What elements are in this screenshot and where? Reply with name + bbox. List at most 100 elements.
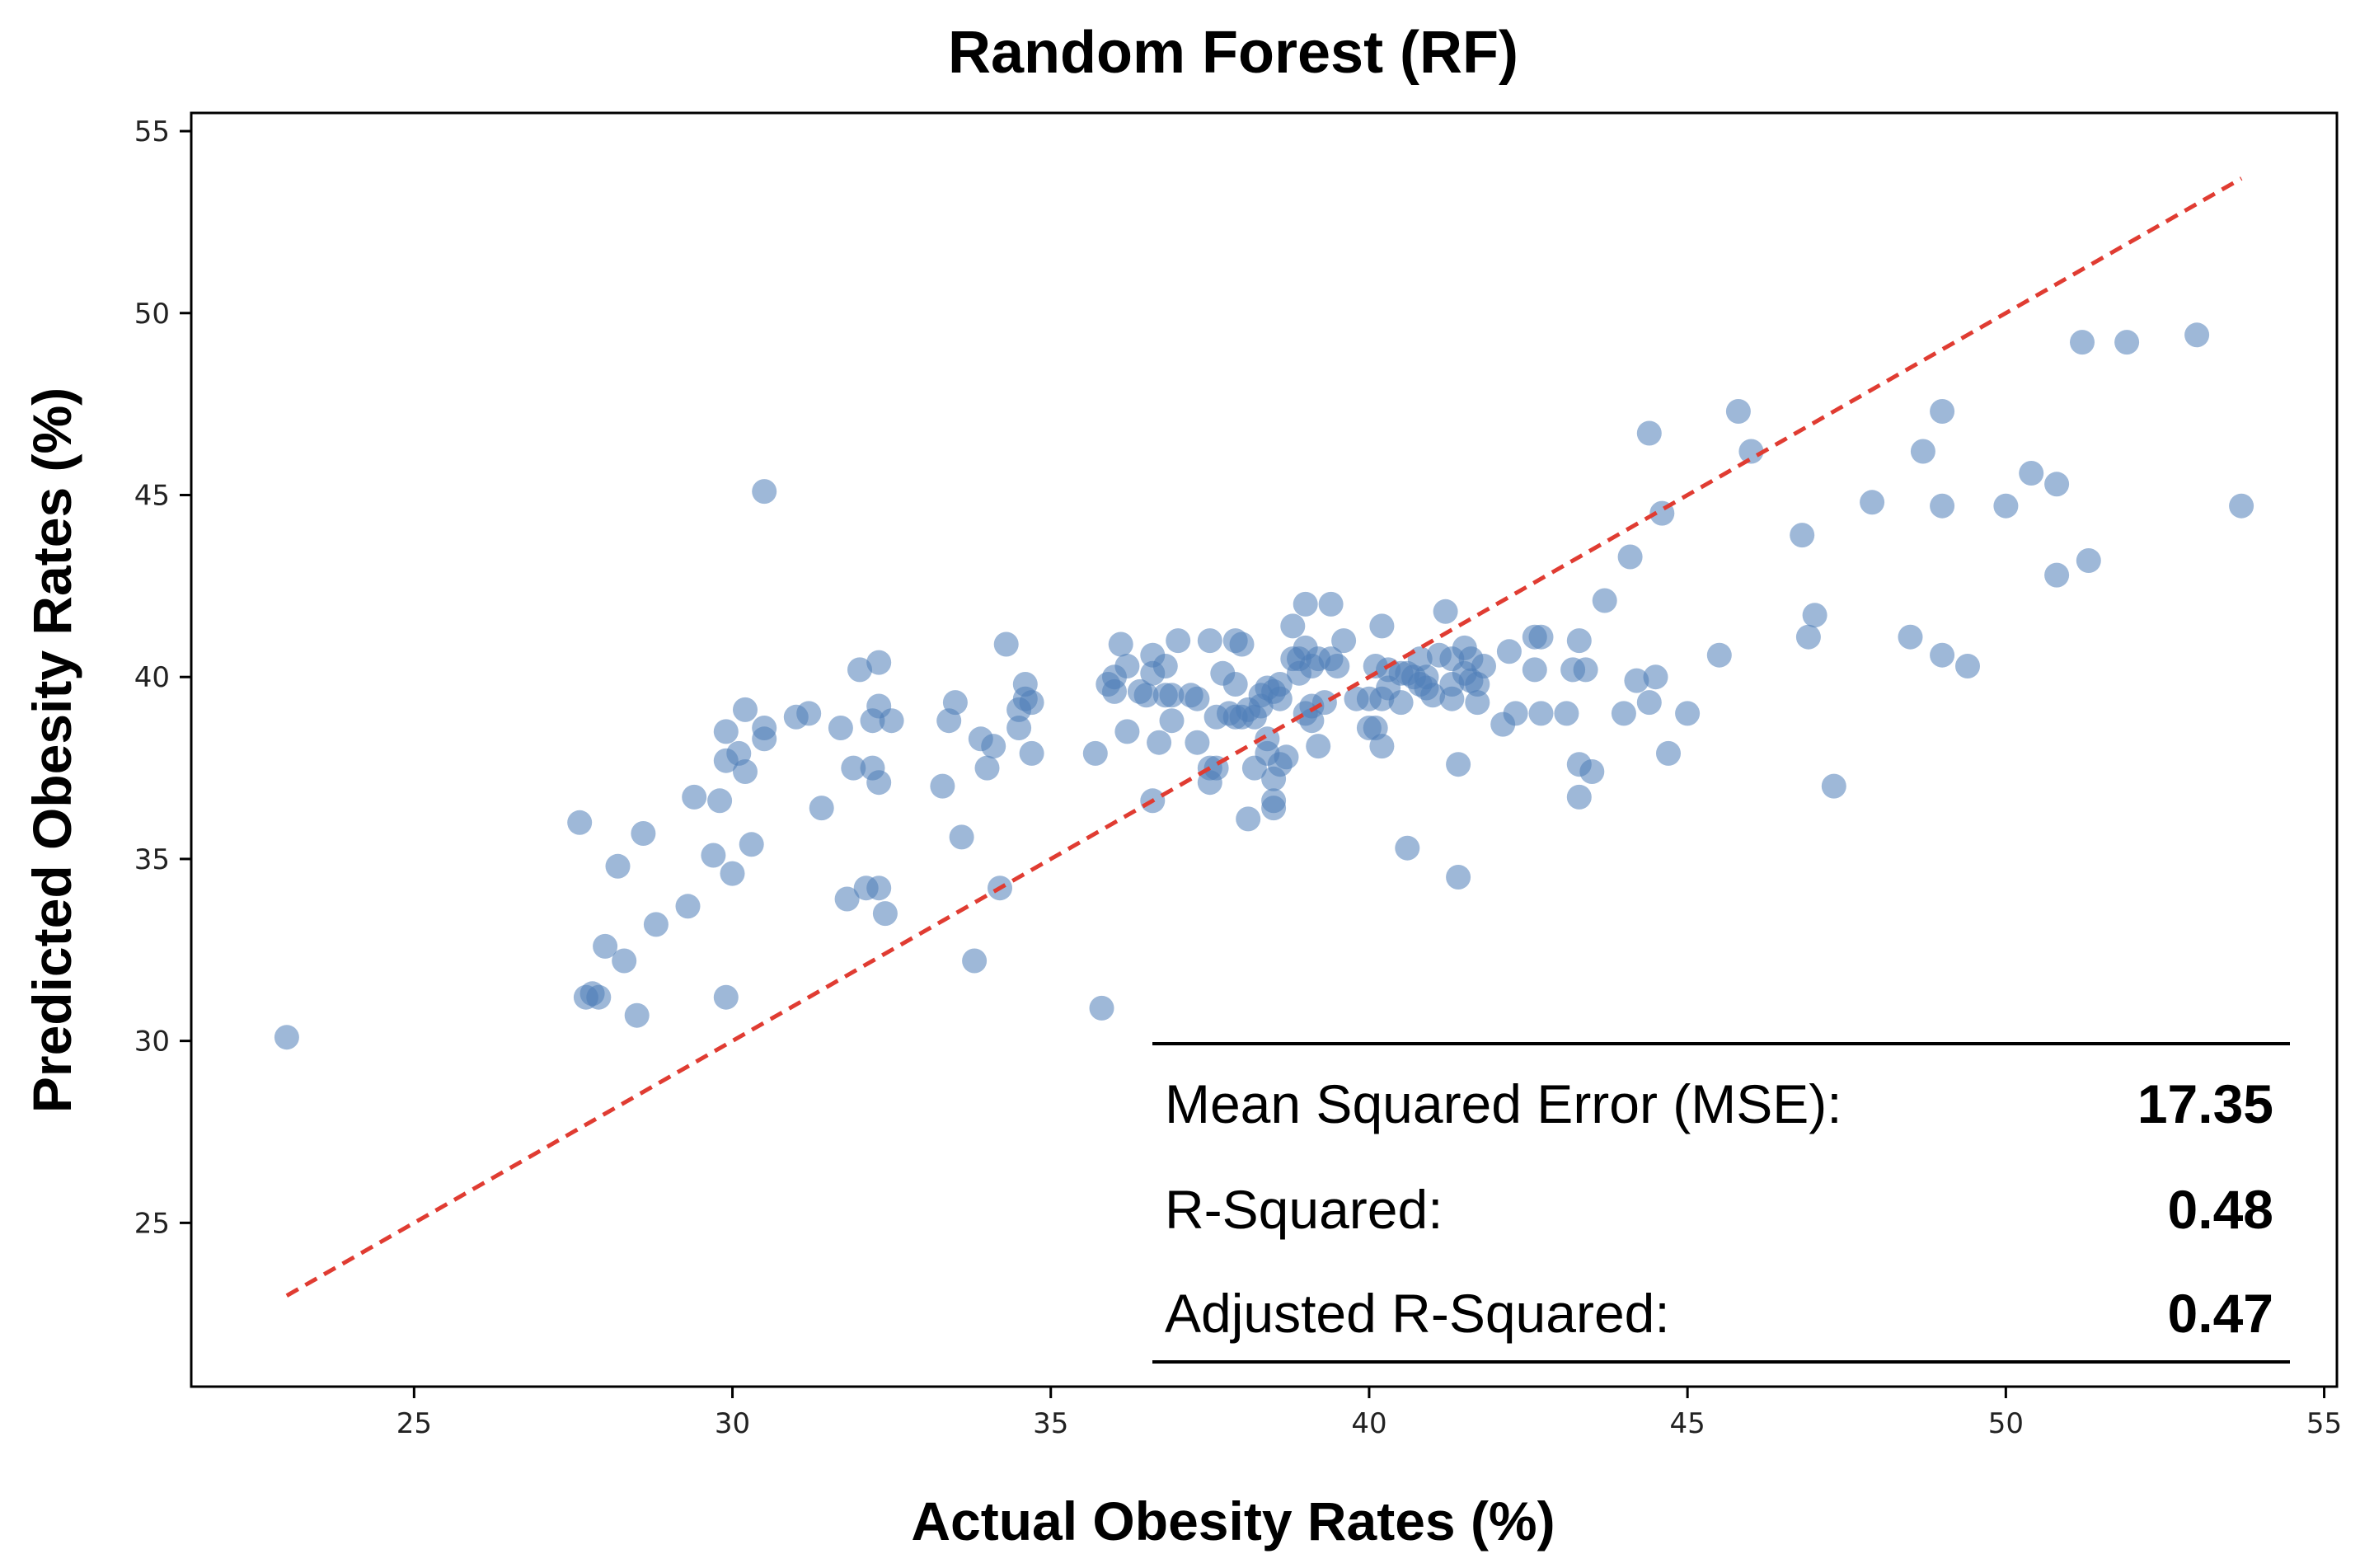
stat-adj-r2-label: Adjusted R-Squared: bbox=[1165, 1283, 1670, 1344]
data-point-108 bbox=[1274, 744, 1299, 770]
data-point-190 bbox=[1821, 773, 1846, 799]
data-point-120 bbox=[1306, 734, 1331, 759]
x-tick-label-55: 55 bbox=[2306, 1407, 2342, 1440]
data-point-67 bbox=[1133, 683, 1159, 708]
data-point-193 bbox=[1910, 439, 1935, 464]
data-point-121 bbox=[1311, 690, 1337, 716]
y-tick-label-25: 25 bbox=[134, 1207, 170, 1240]
data-point-179 bbox=[1636, 690, 1662, 716]
data-point-180 bbox=[1643, 664, 1668, 690]
data-point-75 bbox=[1159, 683, 1185, 708]
data-point-16 bbox=[713, 719, 739, 744]
data-point-93 bbox=[1236, 806, 1261, 832]
data-point-158 bbox=[1465, 690, 1490, 716]
data-point-17 bbox=[713, 984, 739, 1010]
data-point-51 bbox=[993, 631, 1019, 657]
data-point-45 bbox=[949, 824, 974, 850]
data-point-206 bbox=[2229, 493, 2254, 519]
plot-frame bbox=[190, 111, 2339, 1388]
data-point-107 bbox=[1267, 686, 1293, 711]
data-point-64 bbox=[1114, 654, 1140, 678]
data-point-205 bbox=[2184, 322, 2210, 348]
data-point-171 bbox=[1566, 784, 1592, 810]
x-tick-label-40: 40 bbox=[1351, 1407, 1386, 1440]
data-point-192 bbox=[1898, 624, 1923, 650]
stat-mse-value: 17.35 bbox=[2137, 1073, 2273, 1134]
data-point-24 bbox=[752, 716, 777, 740]
x-axis-ticks: 25 30 35 40 45 50 55 bbox=[396, 1387, 2342, 1440]
data-point-175 bbox=[1611, 701, 1636, 726]
data-point-177 bbox=[1624, 668, 1649, 693]
data-point-184 bbox=[1706, 642, 1732, 668]
data-point-203 bbox=[2076, 548, 2101, 573]
data-point-199 bbox=[2019, 461, 2044, 486]
data-point-9 bbox=[631, 821, 656, 846]
data-point-198 bbox=[1993, 493, 2019, 519]
data-point-104 bbox=[1261, 788, 1287, 814]
data-point-11 bbox=[675, 894, 701, 919]
data-point-159 bbox=[1471, 654, 1496, 678]
data-point-178 bbox=[1636, 420, 1662, 446]
data-point-91 bbox=[1229, 631, 1255, 657]
data-point-14 bbox=[707, 788, 733, 814]
data-point-194 bbox=[1930, 399, 1955, 424]
data-point-201 bbox=[2044, 562, 2070, 588]
data-point-49 bbox=[981, 734, 1006, 759]
data-point-173 bbox=[1579, 759, 1605, 784]
data-point-30 bbox=[834, 886, 860, 912]
data-point-57 bbox=[1019, 740, 1044, 766]
data-point-7 bbox=[612, 948, 637, 974]
data-point-196 bbox=[1930, 642, 1955, 668]
data-point-36 bbox=[866, 770, 892, 796]
data-point-71 bbox=[1147, 730, 1172, 755]
data-point-163 bbox=[1522, 657, 1547, 683]
y-tick-label-50: 50 bbox=[134, 298, 170, 331]
data-point-56 bbox=[1019, 690, 1044, 716]
data-point-189 bbox=[1802, 603, 1827, 628]
y-tick-label-55: 55 bbox=[134, 115, 170, 148]
data-point-202 bbox=[2070, 330, 2095, 355]
data-point-4 bbox=[586, 984, 612, 1010]
data-point-162 bbox=[1503, 701, 1528, 726]
data-point-165 bbox=[1528, 624, 1554, 650]
data-point-113 bbox=[1293, 591, 1318, 617]
data-point-147 bbox=[1433, 599, 1458, 624]
y-axis-ticks: 25 30 35 40 45 50 55 bbox=[134, 115, 191, 1240]
data-point-73 bbox=[1152, 654, 1178, 678]
data-point-186 bbox=[1738, 439, 1764, 464]
data-point-132 bbox=[1369, 613, 1395, 639]
data-point-89 bbox=[1222, 672, 1248, 697]
data-point-188 bbox=[1795, 624, 1821, 650]
data-point-172 bbox=[1573, 657, 1598, 683]
data-point-133 bbox=[1369, 734, 1395, 759]
data-point-63 bbox=[1108, 631, 1133, 657]
stat-adj-r2-value: 0.47 bbox=[2168, 1283, 2273, 1344]
data-point-39 bbox=[866, 876, 892, 901]
y-tick-label-30: 30 bbox=[134, 1026, 170, 1059]
data-point-28 bbox=[809, 796, 834, 821]
stat-mse-label: Mean Squared Error (MSE): bbox=[1165, 1073, 1842, 1134]
data-point-44 bbox=[942, 690, 968, 716]
y-tick-label-40: 40 bbox=[134, 661, 170, 694]
data-point-8 bbox=[624, 1002, 650, 1028]
data-point-151 bbox=[1446, 752, 1471, 777]
data-point-124 bbox=[1325, 654, 1350, 678]
data-point-42 bbox=[930, 773, 955, 799]
data-point-76 bbox=[1166, 628, 1191, 654]
data-point-65 bbox=[1114, 719, 1140, 744]
x-tick-label-30: 30 bbox=[715, 1407, 750, 1440]
data-point-32 bbox=[847, 657, 872, 683]
stat-r2-value: 0.48 bbox=[2168, 1179, 2273, 1240]
data-point-176 bbox=[1617, 544, 1643, 570]
data-point-5 bbox=[593, 933, 618, 959]
data-point-152 bbox=[1446, 865, 1471, 890]
data-point-139 bbox=[1395, 835, 1420, 861]
data-point-195 bbox=[1930, 493, 1955, 519]
stats-table: Mean Squared Error (MSE): 17.35 R-Square… bbox=[1152, 1042, 2290, 1364]
data-point-46 bbox=[962, 948, 988, 974]
data-point-166 bbox=[1528, 701, 1554, 726]
data-point-183 bbox=[1675, 701, 1701, 726]
data-point-27 bbox=[796, 701, 822, 726]
data-point-13 bbox=[701, 843, 726, 868]
